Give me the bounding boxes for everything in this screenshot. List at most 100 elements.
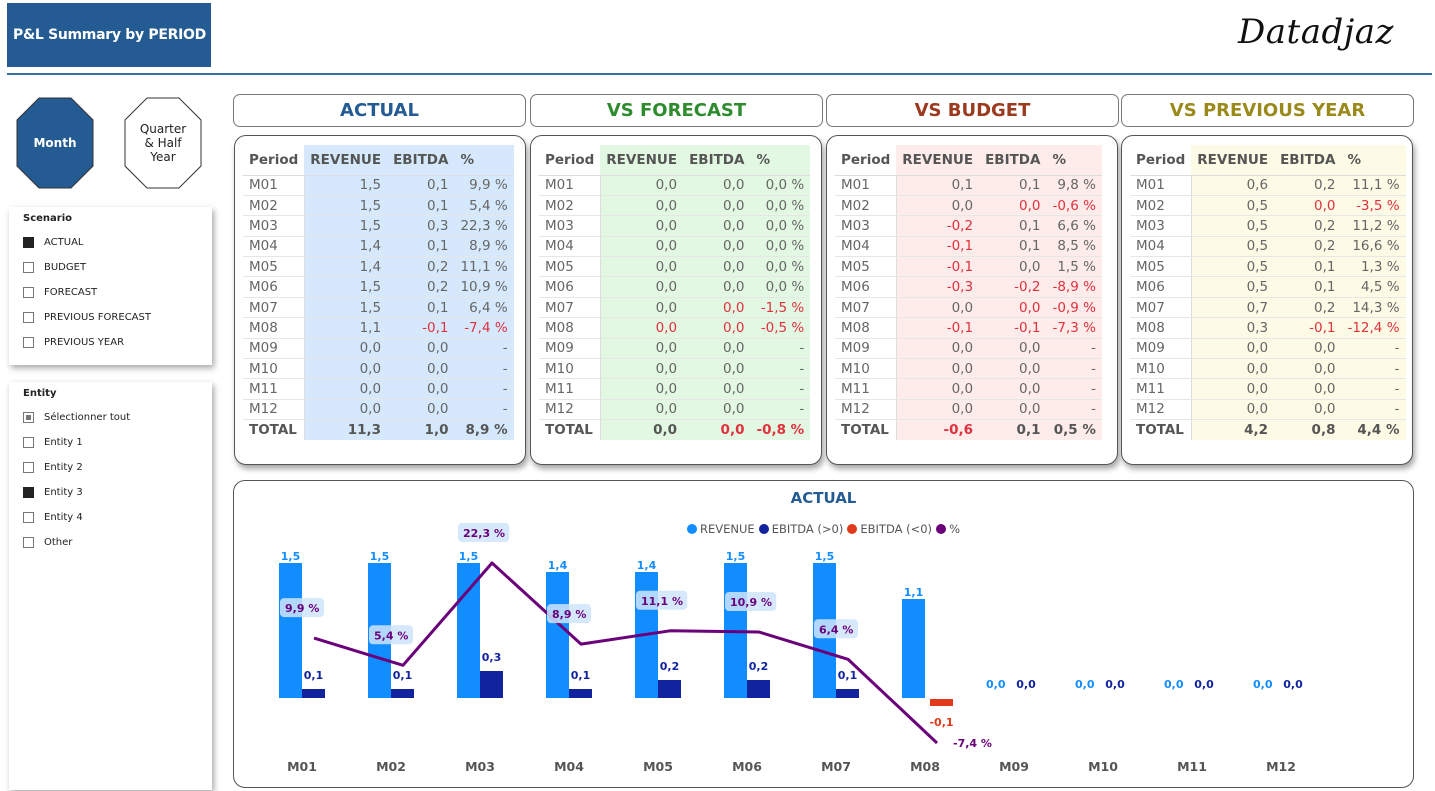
pct-data-label: -7,4 % bbox=[953, 737, 992, 750]
scenario-item[interactable]: PREVIOUS FORECAST bbox=[23, 305, 212, 330]
table-row: M10 0,0 0,0- bbox=[539, 358, 811, 380]
checkbox[interactable] bbox=[23, 512, 34, 523]
legend-item-revenue[interactable]: REVENUE bbox=[687, 522, 755, 536]
checkbox[interactable] bbox=[23, 462, 34, 473]
column-header[interactable]: Period bbox=[1130, 145, 1192, 176]
column-header[interactable]: REVENUE bbox=[304, 145, 388, 176]
ebitda-bar-negative bbox=[930, 699, 953, 706]
legend-item-pct[interactable]: % bbox=[936, 522, 960, 536]
column-header[interactable]: % bbox=[454, 145, 514, 176]
x-axis-label: M05 bbox=[643, 759, 673, 774]
table-row: M12 0,0 0,0- bbox=[835, 399, 1102, 421]
total-label: TOTAL bbox=[1130, 419, 1192, 441]
x-axis-label: M06 bbox=[732, 759, 762, 774]
column-header[interactable]: REVENUE bbox=[1191, 145, 1275, 176]
value-cell: - bbox=[454, 338, 514, 360]
column-header[interactable]: EBITDA bbox=[979, 145, 1047, 176]
legend-dot bbox=[758, 524, 769, 534]
period-cell: M08 bbox=[1130, 317, 1192, 339]
checkbox[interactable] bbox=[23, 537, 34, 548]
table-row: M11 0,0 0,0- bbox=[539, 378, 811, 400]
value-cell: 0,0 bbox=[1191, 358, 1275, 380]
x-axis-label: M04 bbox=[554, 759, 584, 774]
table-row: M10 0,0 0,0- bbox=[835, 358, 1102, 380]
scenario-item[interactable]: ACTUAL bbox=[23, 230, 212, 255]
value-cell: 0,0 bbox=[387, 378, 455, 400]
checkbox[interactable] bbox=[23, 312, 34, 323]
revenue-bar bbox=[279, 563, 302, 698]
pct-label-bg bbox=[547, 604, 591, 624]
column-header[interactable]: EBITDA bbox=[387, 145, 455, 176]
pct-label-bg bbox=[458, 523, 510, 542]
value-cell: - bbox=[1341, 378, 1406, 400]
entity-slicer: Entity Sélectionner tout Entity 1 Entity 2… bbox=[9, 382, 212, 790]
forecast-section-title: VS FORECAST bbox=[530, 94, 823, 127]
column-header[interactable]: Period bbox=[243, 145, 305, 176]
scenario-item[interactable]: FORECAST bbox=[23, 280, 212, 305]
legend-item-ebitda-pos[interactable]: EBITDA (>0) bbox=[758, 522, 843, 536]
table-row: M01 0,1 0,1 9,8 % bbox=[835, 175, 1102, 196]
value-cell: - bbox=[454, 358, 514, 380]
column-header[interactable]: Period bbox=[539, 145, 601, 176]
pct-label-bg bbox=[280, 598, 324, 618]
table-row: M12 0,0 0,0- bbox=[243, 399, 514, 421]
column-header[interactable]: Period bbox=[835, 145, 897, 176]
checkbox[interactable] bbox=[23, 412, 34, 423]
pct-label-bg bbox=[636, 590, 688, 610]
value-cell: 0,0 bbox=[979, 338, 1047, 360]
quarter-half-year-button[interactable]: Quarter & Half Year bbox=[124, 97, 202, 189]
month-button[interactable]: Month bbox=[16, 97, 94, 189]
checkbox[interactable] bbox=[23, 262, 34, 273]
entity-item[interactable]: Entity 3 bbox=[23, 480, 212, 505]
scenario-item[interactable]: BUDGET bbox=[23, 255, 212, 280]
period-cell: M06 bbox=[1130, 276, 1192, 298]
column-header[interactable]: REVENUE bbox=[896, 145, 980, 176]
forecast-table: Period REVENUE EBITDA% M01 0,0 0,0 0,0 % M02 0,0… bbox=[539, 145, 811, 441]
value-cell: 0,0 bbox=[304, 338, 388, 360]
period-cell: M02 bbox=[539, 195, 601, 217]
value-cell: 0,3 bbox=[387, 215, 455, 237]
column-header[interactable]: EBITDA bbox=[683, 145, 751, 176]
value-cell: -0,1 bbox=[1274, 317, 1342, 339]
checkbox[interactable] bbox=[23, 437, 34, 448]
table-row: M07 0,0 0,0 -1,5 % bbox=[539, 297, 811, 319]
table-row: M09 0,0 0,0- bbox=[539, 338, 811, 360]
column-header[interactable]: % bbox=[1341, 145, 1406, 176]
checkbox[interactable] bbox=[23, 487, 34, 498]
value-cell: - bbox=[454, 399, 514, 421]
entity-item[interactable]: Sélectionner tout bbox=[23, 405, 212, 430]
period-cell: M09 bbox=[835, 338, 897, 360]
ebitda-data-label: 0,1 bbox=[304, 669, 324, 682]
value-cell: 0,0 bbox=[979, 358, 1047, 380]
ebitda-data-label: 0,0 bbox=[1194, 678, 1214, 691]
value-cell: 9,8 % bbox=[1046, 175, 1102, 196]
total-row: TOTAL 4,2 0,8 4,4 % bbox=[1130, 419, 1406, 441]
column-header[interactable]: REVENUE bbox=[600, 145, 684, 176]
period-cell: M02 bbox=[1130, 195, 1192, 217]
entity-item[interactable]: Entity 2 bbox=[23, 455, 212, 480]
value-cell: 11,2 % bbox=[1341, 215, 1406, 237]
value-cell: 0,0 bbox=[1274, 338, 1342, 360]
column-header[interactable]: % bbox=[750, 145, 811, 176]
column-header[interactable]: % bbox=[1046, 145, 1102, 176]
table-row: M02 0,5 0,0 -3,5 % bbox=[1130, 195, 1406, 217]
column-header[interactable]: EBITDA bbox=[1274, 145, 1342, 176]
period-cell: M12 bbox=[835, 399, 897, 421]
legend-item-ebitda-neg[interactable]: EBITDA (<0) bbox=[847, 522, 932, 536]
scenario-item[interactable]: PREVIOUS YEAR bbox=[23, 330, 212, 355]
revenue-bar bbox=[546, 572, 569, 698]
checkbox[interactable] bbox=[23, 237, 34, 248]
total-label: TOTAL bbox=[539, 419, 601, 441]
value-cell: 1,4 bbox=[304, 256, 388, 278]
table-row: M10 0,0 0,0- bbox=[243, 358, 514, 380]
checkbox[interactable] bbox=[23, 287, 34, 298]
checkbox[interactable] bbox=[23, 337, 34, 348]
value-cell: 0,2 bbox=[387, 276, 455, 298]
value-cell: 1,5 bbox=[304, 175, 388, 196]
entity-item[interactable]: Entity 1 bbox=[23, 430, 212, 455]
value-cell: 0,0 bbox=[683, 317, 751, 339]
entity-item[interactable]: Other bbox=[23, 530, 212, 555]
x-axis-label: M07 bbox=[821, 759, 851, 774]
x-axis-label: M10 bbox=[1088, 759, 1118, 774]
entity-item[interactable]: Entity 4 bbox=[23, 505, 212, 530]
